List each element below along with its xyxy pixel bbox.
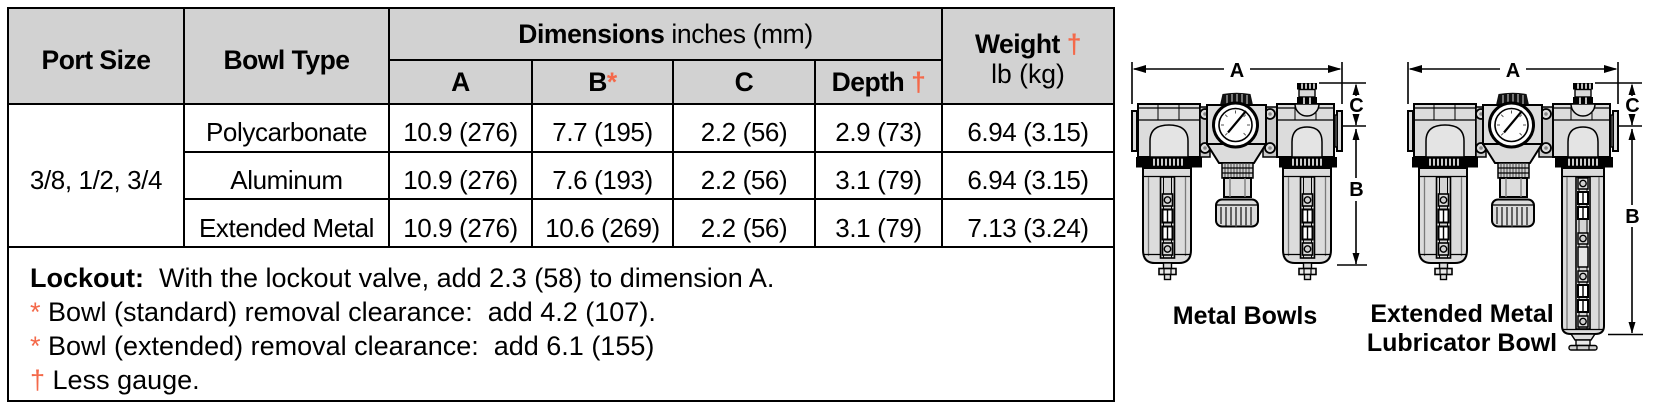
svg-text:B: B <box>1625 206 1639 228</box>
svg-text:A: A <box>1230 60 1244 82</box>
svg-text:Lubricator Bowl: Lubricator Bowl <box>1367 329 1557 357</box>
svg-text:Metal Bowls: Metal Bowls <box>1173 302 1317 330</box>
svg-text:A: A <box>1506 60 1520 82</box>
svg-text:C: C <box>1625 95 1639 117</box>
svg-text:B: B <box>1349 179 1363 201</box>
svg-text:C: C <box>1349 95 1363 117</box>
svg-text:Extended Metal: Extended Metal <box>1370 300 1553 328</box>
